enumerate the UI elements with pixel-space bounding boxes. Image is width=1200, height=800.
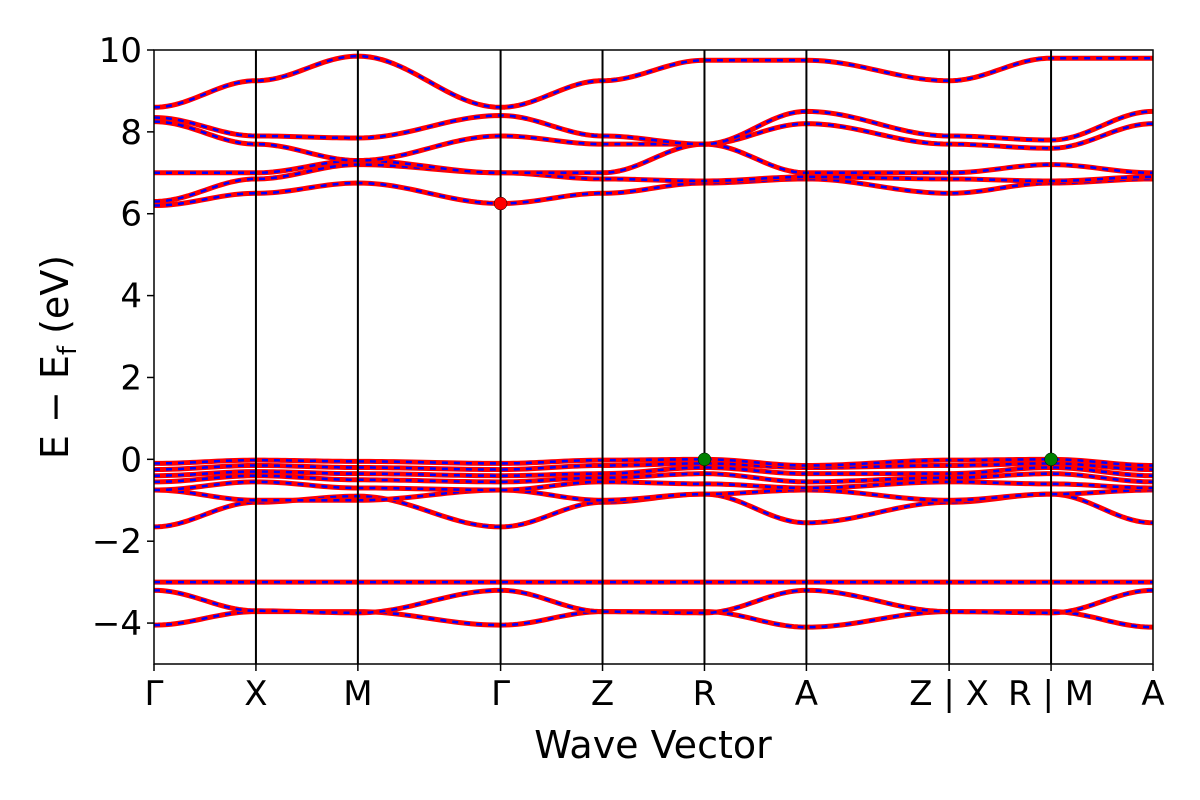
- x-tick-label: Z: [591, 674, 614, 714]
- x-tick-label: X: [244, 674, 267, 714]
- band-12-spin-down: [154, 163, 1153, 203]
- band-13-spin-down: [154, 142, 1153, 175]
- band-16-spin-up: [154, 53, 1153, 110]
- band-6-spin-up: [154, 479, 1153, 493]
- band-8-spin-up: [154, 465, 1153, 479]
- y-axis-title: E − Ef (eV): [33, 255, 83, 459]
- valence-band-maximum-marker: [1044, 452, 1058, 467]
- y-tick-label: 10: [99, 31, 142, 71]
- x-axis-title: Wave Vector: [534, 723, 772, 767]
- y-tick-label: −2: [92, 522, 142, 562]
- y-axis-ticks: −4 −2 0 2 4 6 8 10: [92, 31, 154, 644]
- bands-layer: [154, 53, 1153, 630]
- x-tick-label: Γ: [491, 674, 510, 714]
- y-axis-title-unit: (eV): [33, 255, 77, 346]
- x-tick-label: A: [1141, 674, 1164, 714]
- x-tick-label: M: [343, 674, 372, 714]
- y-tick-label: 2: [120, 358, 142, 398]
- band-16-spin-down: [154, 54, 1153, 109]
- band-2-spin-down: [154, 589, 1153, 615]
- conduction-band-minimum-marker: [493, 196, 508, 211]
- y-tick-label: 4: [120, 277, 142, 317]
- x-tick-label: A: [795, 674, 818, 714]
- y-tick-label: 6: [120, 195, 142, 235]
- x-tick-label: Γ: [145, 674, 164, 714]
- x-tick-label: R | M: [1008, 674, 1094, 714]
- band-11-spin-up: [154, 176, 1153, 209]
- band-10-spin-up: [154, 456, 1153, 468]
- band-15-spin-down: [154, 110, 1153, 146]
- x-axis-ticks: Γ X M Γ Z R A Z | X R | M A: [145, 664, 1165, 714]
- plot-frame: [153, 49, 1154, 665]
- y-tick-label: −4: [92, 604, 142, 644]
- y-tick-label: 0: [120, 440, 142, 480]
- band-14-spin-down: [154, 120, 1153, 162]
- band-5-spin-up: [154, 487, 1153, 503]
- valence-band-maximum-marker: [697, 452, 712, 467]
- high-symmetry-lines: [254, 50, 1053, 664]
- band-9-spin-up: [154, 460, 1153, 473]
- x-tick-label: R: [693, 674, 717, 714]
- x-tick-label: Z | X: [909, 674, 989, 714]
- band-edge-markers: [493, 196, 1058, 467]
- band-11-spin-down: [154, 177, 1153, 207]
- y-axis-title-main: E − E: [33, 355, 77, 459]
- y-tick-label: 8: [120, 113, 142, 153]
- y-axis-title-sub: f: [53, 345, 83, 355]
- band-7-spin-up: [154, 471, 1153, 485]
